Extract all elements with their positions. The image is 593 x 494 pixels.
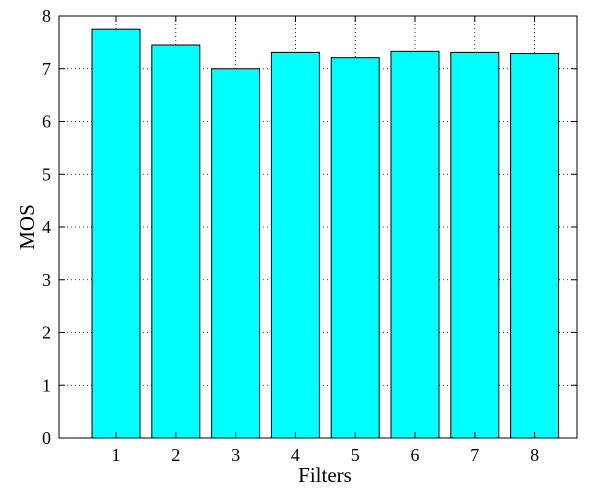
bar-6	[390, 50, 440, 439]
x-tick-label: 3	[231, 445, 240, 465]
y-tick-label: 4	[42, 217, 51, 237]
y-axis-label: MOS	[15, 204, 39, 250]
x-tick-label: 6	[411, 445, 420, 465]
x-tick-label: 1	[112, 445, 121, 465]
bar-2	[151, 44, 201, 439]
x-tick-label: 4	[291, 445, 300, 465]
axis-ticks	[59, 15, 577, 439]
x-tick-label: 5	[351, 445, 360, 465]
bar-7	[450, 51, 500, 439]
x-tick-labels: 1 2 3 4 5 6 7 8	[112, 445, 540, 465]
y-tick-label: 3	[42, 270, 51, 290]
y-tick-label: 1	[42, 375, 51, 395]
x-tick-label: 2	[171, 445, 180, 465]
bar-1	[91, 28, 141, 439]
bar-5	[330, 57, 380, 439]
y-tick-label: 2	[42, 323, 51, 343]
y-tick-label: 8	[42, 6, 51, 26]
bar-3	[211, 68, 261, 439]
bars	[91, 28, 560, 439]
x-tick-label: 7	[470, 445, 479, 465]
x-axis-label: Filters	[298, 463, 352, 487]
y-tick-label: 5	[42, 164, 51, 184]
bar-8	[510, 52, 560, 439]
bar-4	[270, 51, 320, 439]
y-tick-label: 6	[42, 112, 51, 132]
y-tick-label: 7	[42, 59, 51, 79]
y-tick-labels: 0 1 2 3 4 5 6 7 8	[42, 6, 51, 448]
y-tick-label: 0	[42, 428, 51, 448]
x-tick-label: 8	[530, 445, 539, 465]
